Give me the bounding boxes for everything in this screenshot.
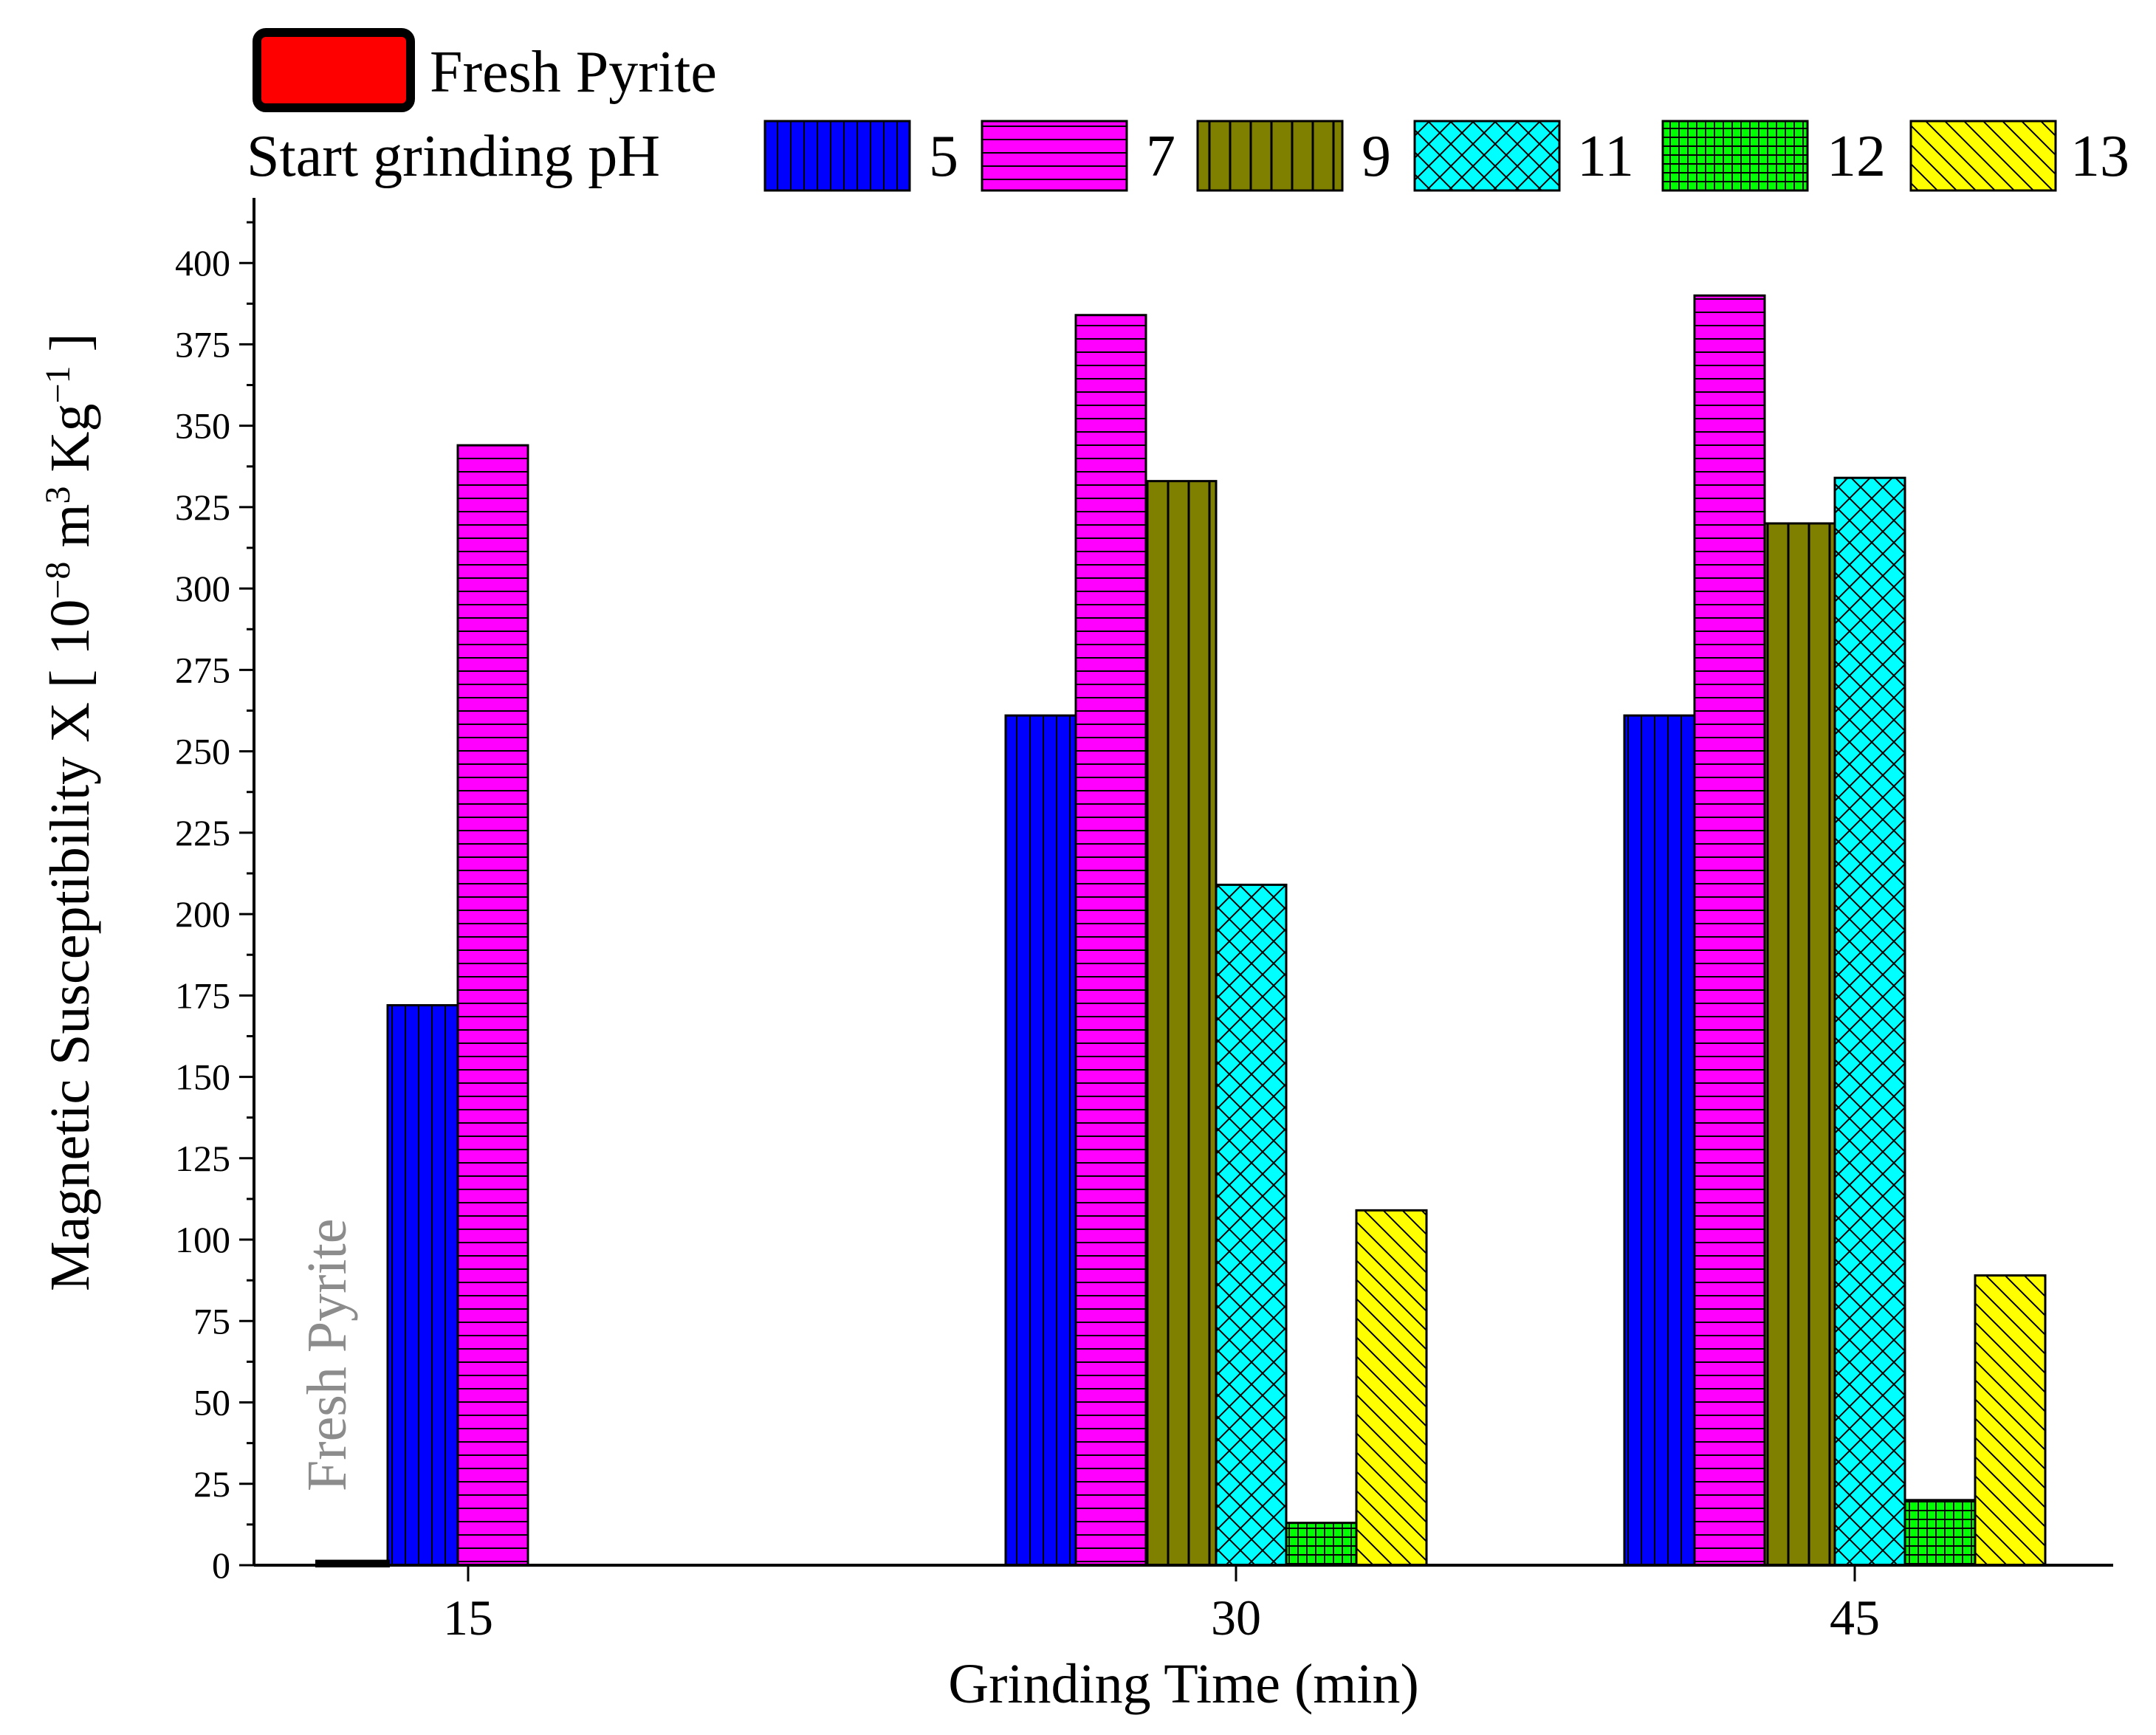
- legend-label-ph-12: 12: [1827, 124, 1886, 189]
- y-tick-label: 125: [175, 1138, 230, 1179]
- y-title-exp1: −8: [38, 562, 78, 599]
- y-tick-label: 150: [175, 1057, 230, 1098]
- y-tick-label: 100: [175, 1219, 230, 1260]
- y-tick-label: 200: [175, 893, 230, 935]
- x-axis-ticks: 15 30 45: [443, 1565, 1880, 1646]
- y-tick-label: 175: [175, 975, 230, 1016]
- bar-pattern-ph-5-t15: [386, 1004, 459, 1567]
- fresh-pyrite-annotation: Fresh Pyrite: [296, 1219, 358, 1491]
- y-tick-label: 225: [175, 812, 230, 853]
- y-axis-title: Magnetic Susceptibility X [ 10−8 m3 Kg−1…: [38, 333, 101, 1291]
- legend-label-ph-11: 11: [1577, 124, 1634, 189]
- legend-swatch-pattern-ph-5: [763, 120, 911, 192]
- legend: Fresh Pyrite Start grinding pH 5 7 9 11 12 13: [247, 28, 2129, 192]
- x-tick-label: 30: [1211, 1590, 1261, 1646]
- legend-swatch-pattern-ph-13: [1909, 120, 2057, 192]
- y-tick-label: 50: [193, 1382, 230, 1423]
- bar-pattern-ph-7-t45: [1693, 294, 1766, 1567]
- bar-pattern-ph-5-t30: [1004, 714, 1077, 1567]
- legend-label-fresh-pyrite: Fresh Pyrite: [430, 40, 717, 105]
- bar-pattern-ph-11-t45: [1833, 476, 1906, 1567]
- bar-pattern-ph-9-t30: [1144, 480, 1218, 1567]
- y-tick-label: 375: [175, 323, 230, 365]
- bar-pattern-ph-11-t30: [1215, 883, 1288, 1567]
- bar-pattern-ph-7-t15: [456, 444, 529, 1567]
- y-tick-label: 275: [175, 649, 230, 690]
- y-tick-label: 400: [175, 242, 230, 284]
- legend-label-ph-9: 9: [1362, 124, 1391, 189]
- bars: [315, 294, 2047, 1568]
- y-tick-label: 325: [175, 487, 230, 528]
- legend-label-ph-7: 7: [1146, 124, 1175, 189]
- legend-swatch-pattern-ph-9: [1196, 120, 1344, 192]
- y-axis-ticks: 0 25 50 75 100 125 150 175 200 225 250 275 300 325 350…: [175, 221, 254, 1586]
- x-tick-label: 45: [1830, 1590, 1880, 1646]
- axes: 0 25 50 75 100 125 150 175 200 225 250 275 300 325 350…: [175, 198, 2113, 1646]
- y-tick-label: 350: [175, 405, 230, 447]
- y-title-mid: m: [39, 504, 101, 561]
- legend-group-label: Start grinding pH: [247, 124, 660, 189]
- x-axis-title: Grinding Time (min): [948, 1653, 1419, 1715]
- y-tick-label: 0: [212, 1545, 230, 1586]
- bar-pattern-ph-5-t45: [1623, 714, 1696, 1567]
- bar-pattern-ph-12-t45: [1903, 1499, 1977, 1567]
- y-tick-label: 25: [193, 1463, 230, 1505]
- y-title-main: Magnetic Susceptibility X [ 10: [39, 599, 101, 1291]
- y-title-close: ]: [39, 333, 101, 365]
- y-tick-label: 250: [175, 731, 230, 772]
- y-title-tail: Kg: [39, 404, 101, 487]
- bar-pattern-ph-13-t30: [1355, 1209, 1428, 1567]
- bar-pattern-ph-13-t45: [1974, 1274, 2047, 1567]
- y-title-exp3: −1: [38, 365, 78, 403]
- y-tick-label: 75: [193, 1300, 230, 1341]
- legend-label-ph-13: 13: [2070, 124, 2129, 189]
- legend-swatch-pattern-ph-12: [1661, 120, 1809, 192]
- legend-label-ph-5: 5: [929, 124, 958, 189]
- legend-swatch-fresh-pyrite: [253, 28, 415, 112]
- legend-series-group: 5 7 9 11 12 13: [763, 120, 2129, 192]
- legend-swatch-pattern-ph-7: [981, 120, 1128, 192]
- y-tick-label: 300: [175, 568, 230, 609]
- bar-pattern-ph-7-t30: [1074, 314, 1147, 1567]
- x-tick-label: 15: [443, 1590, 493, 1646]
- legend-swatch-pattern-ph-11: [1413, 120, 1561, 192]
- bar-pattern-ph-12-t30: [1285, 1522, 1358, 1567]
- bar-pattern-ph-9-t45: [1763, 522, 1836, 1567]
- y-title-exp2: 3: [38, 486, 78, 504]
